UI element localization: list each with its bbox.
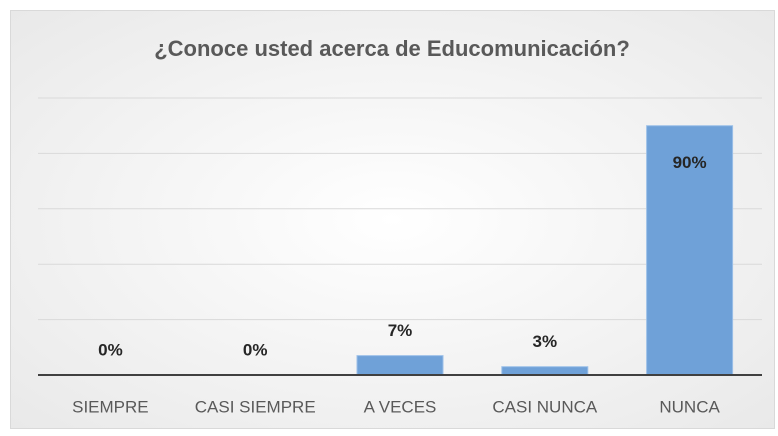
x-tick-label: SIEMPRE (72, 397, 149, 416)
x-tick-label: NUNCA (659, 397, 720, 416)
bar (646, 125, 734, 376)
data-label: 90% (673, 153, 707, 172)
data-label: 3% (533, 332, 558, 351)
data-label: 0% (243, 340, 268, 359)
bar (356, 355, 444, 376)
bar (501, 366, 589, 376)
data-label: 7% (388, 321, 413, 340)
x-tick-label: CASI NUNCA (492, 397, 598, 416)
x-tick-label: CASI SIEMPRE (195, 397, 316, 416)
data-label: 0% (98, 340, 123, 359)
chart-title: ¿Conoce usted acerca de Educomunicación? (154, 36, 630, 61)
x-tick-label: A VECES (364, 397, 437, 416)
